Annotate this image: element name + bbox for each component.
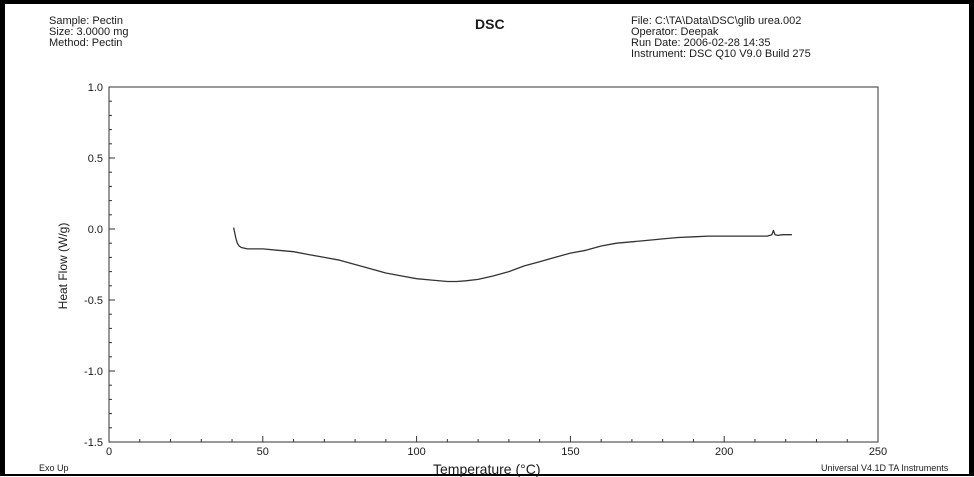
y-tick-label: 0.5 [88, 153, 103, 165]
instrument-line: Instrument: DSC Q10 V9.0 Build 275 [631, 48, 811, 60]
x-tick-label: 0 [106, 446, 112, 458]
file-line: File: C:\TA\Data\DSC\glib urea.002 [631, 15, 802, 27]
plot-svg: 0 50 100 150 200 250 -1.5 -1.0 -0.5 0.0 0.5 1.0 Hea… [56, 82, 887, 458]
y-tick-label: 0.0 [88, 224, 103, 236]
x-tick-label: 200 [715, 446, 733, 458]
size-line: Size: 3.0000 mg [49, 26, 129, 38]
y-tick-label: 1.0 [88, 82, 103, 94]
y-tick-label: -1.0 [84, 366, 103, 378]
y-tick-label: -1.5 [84, 437, 103, 449]
exo-up-label: Exo Up [39, 463, 69, 473]
heat-flow-series-line [232, 227, 792, 283]
y-axis-label: Heat Flow (W/g) [56, 223, 70, 310]
operator-line: Operator: Deepak [631, 26, 719, 38]
x-tick-label: 50 [257, 446, 269, 458]
x-tick-label: 100 [407, 446, 425, 458]
plot-area-border [108, 86, 879, 443]
run-info: File: C:\TA\Data\DSC\glib urea.002 Opera… [631, 16, 811, 60]
chart-title: DSC [475, 16, 505, 32]
run-date-line: Run Date: 2006-02-28 14:35 [631, 37, 771, 49]
y-tick-label: -0.5 [84, 295, 103, 307]
series-group [232, 227, 792, 283]
ticks: 0 50 100 150 200 250 -1.5 -1.0 -0.5 0.0 0.5 1.0 [84, 82, 887, 458]
sample-line: Sample: Pectin [49, 15, 123, 27]
x-tick-label: 250 [869, 446, 887, 458]
method-line: Method: Pectin [49, 37, 123, 49]
axes [108, 86, 879, 443]
sample-info: Sample: Pectin Size: 3.0000 mg Method: P… [49, 16, 129, 49]
x-axis-label: Temperature (°C) [433, 461, 541, 477]
software-label: Universal V4.1D TA Instruments [821, 463, 949, 473]
x-tick-label: 150 [561, 446, 579, 458]
